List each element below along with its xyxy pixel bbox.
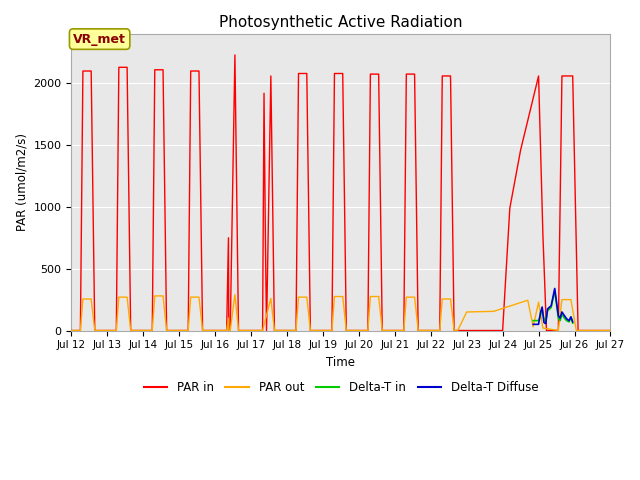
Delta-T Diffuse [567,314,575,320]
Delta-T in [547,305,555,311]
Delta-T in [569,320,577,326]
Line: PAR out: PAR out [72,295,611,331]
Delta-T Diffuse [547,303,555,309]
Line: PAR in: PAR in [72,55,611,331]
Line: Delta-T Diffuse: Delta-T Diffuse [533,288,573,324]
PAR in [382,328,390,334]
Delta-T in [556,318,564,324]
Delta-T in [563,318,570,324]
Delta-T in [561,315,568,321]
PAR out [231,292,239,298]
Delta-T Diffuse [569,319,577,325]
PAR in [231,52,239,58]
PAR out [294,294,302,300]
PAR out [79,296,87,302]
PAR out [346,328,354,334]
Delta-T in [565,319,573,325]
Delta-T in [544,308,552,313]
Delta-T in [536,313,544,319]
PAR in [307,328,314,334]
X-axis label: Time: Time [326,356,355,369]
PAR in [454,328,461,334]
Delta-T Diffuse [565,318,573,324]
Delta-T Diffuse [529,322,537,327]
Delta-T Diffuse [561,313,568,319]
Delta-T in [529,318,537,324]
PAR in [375,71,383,77]
Legend: PAR in, PAR out, Delta-T in, Delta-T Diffuse: PAR in, PAR out, Delta-T in, Delta-T Dif… [139,376,543,399]
Delta-T in [551,288,559,294]
Delta-T Diffuse [554,313,562,319]
PAR out [567,297,575,302]
Delta-T Diffuse [542,321,550,326]
Delta-T in [538,307,546,312]
Delta-T Diffuse [544,306,552,312]
Y-axis label: PAR (umol/m2/s): PAR (umol/m2/s) [15,133,28,231]
Delta-T Diffuse [563,316,570,322]
Delta-T in [567,314,575,320]
PAR in [607,328,614,334]
Title: Photosynthetic Active Radiation: Photosynthetic Active Radiation [219,15,463,30]
Delta-T in [542,318,550,324]
Delta-T Diffuse [558,309,566,315]
Delta-T Diffuse [535,322,543,327]
Text: VR_met: VR_met [73,33,126,46]
Delta-T Diffuse [556,315,564,321]
PAR out [607,328,614,334]
Delta-T Diffuse [540,320,548,325]
Delta-T Diffuse [538,304,546,310]
Delta-T Diffuse [551,286,559,291]
PAR out [68,328,76,334]
PAR in [115,64,123,70]
PAR in [68,328,76,334]
PAR in [235,328,243,334]
PAR out [202,328,210,334]
Delta-T in [554,315,562,321]
Delta-T in [558,312,566,317]
Line: Delta-T in: Delta-T in [533,291,573,323]
Delta-T Diffuse [536,311,544,316]
Delta-T in [540,316,548,322]
PAR out [436,328,444,334]
Delta-T in [535,318,543,324]
